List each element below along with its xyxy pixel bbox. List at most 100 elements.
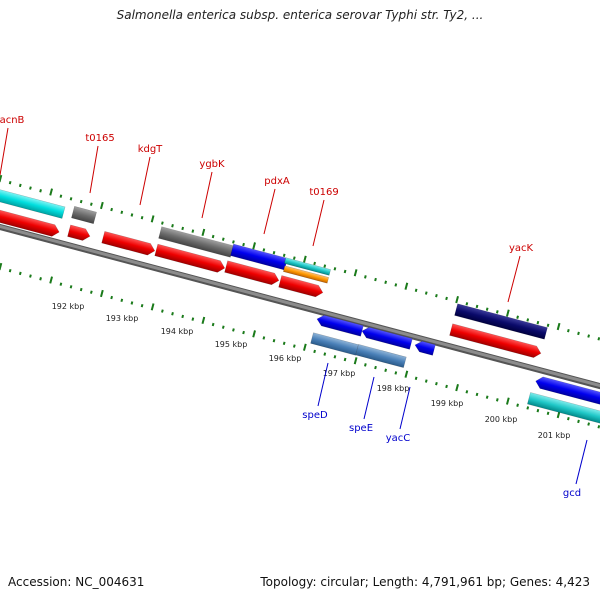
gene-speE-bar (355, 344, 407, 368)
lower-ruler-tick (414, 376, 418, 381)
lower-ruler-tick (424, 379, 428, 383)
gene-label-speE: speE (349, 423, 373, 434)
lower-ruler-tick (384, 368, 388, 372)
gene-yacK-bar (454, 303, 548, 340)
upper-ruler-tick (292, 256, 296, 260)
upper-ruler-tick (526, 318, 530, 322)
upper-ruler-tick (445, 296, 448, 301)
upper-ruler-tick (140, 215, 144, 220)
lower-ruler-tick (242, 330, 245, 335)
gene-label-speD: speD (302, 410, 328, 421)
gene-bar (527, 392, 600, 426)
upper-ruler-tick (475, 304, 479, 309)
upper-ruler-tick (110, 207, 113, 212)
kbp-tick-label: 197 kbp (323, 369, 356, 378)
upper-ruler-tick (161, 221, 164, 225)
lower-ruler-tick (262, 336, 266, 340)
gene-bar (316, 314, 364, 337)
upper-ruler-tick (130, 213, 134, 217)
tick-rows (0, 174, 600, 429)
upper-ruler-tick (232, 240, 235, 244)
lower-ruler-tick (8, 268, 12, 273)
kbp-tick-label: 196 kbp (269, 354, 302, 363)
gene-label-line (363, 376, 375, 420)
gene-label-line (317, 362, 329, 407)
gene-label-t0169: t0169 (309, 187, 338, 198)
upper-ruler-tick (8, 180, 12, 185)
lower-ruler-tick (79, 287, 83, 292)
lower-ruler-tick (292, 344, 296, 348)
lower-ruler-tick (567, 416, 570, 421)
upper-ruler-tick (546, 323, 550, 328)
lower-ruler-tick (161, 309, 164, 313)
lower-ruler-tick (516, 403, 519, 407)
lower-ruler-tick (556, 410, 561, 419)
upper-ruler-tick (59, 194, 63, 198)
gene-bar (0, 207, 60, 237)
gene-label-line (263, 188, 276, 235)
upper-ruler-tick (191, 229, 195, 233)
lower-ruler-tick (445, 384, 448, 389)
lower-ruler-tick (69, 285, 73, 289)
upper-ruler-tick (221, 237, 225, 241)
lower-ruler-tick (252, 330, 256, 338)
kbp-tick-label: 195 kbp (215, 340, 248, 349)
upper-ruler-tick (211, 234, 215, 239)
kbp-tick-label: 198 kbp (377, 384, 410, 393)
upper-ruler-tick (567, 328, 570, 333)
gene-t0169-orange-bar (283, 265, 329, 284)
upper-ruler-tick (0, 174, 3, 183)
reverse-strand-features (310, 314, 600, 426)
lower-ruler-tick (526, 406, 530, 410)
upper-ruler-tick (505, 309, 510, 317)
gene-bar (278, 275, 324, 298)
upper-ruler-tick (100, 201, 104, 210)
kbp-tick-label: 192 kbp (52, 302, 85, 311)
gene-label-ygbK: ygbK (199, 159, 225, 170)
lower-ruler-tick (0, 262, 3, 271)
map-title: Salmonella enterica subsp. enterica sero… (116, 8, 484, 22)
lower-ruler-tick (475, 392, 479, 397)
gene-label-line (575, 439, 588, 485)
gene-speD-bar (310, 332, 359, 356)
upper-ruler-tick (587, 334, 591, 338)
upper-ruler-tick (424, 291, 428, 295)
upper-ruler-tick (89, 202, 93, 206)
kbp-tick-label: 193 kbp (106, 314, 139, 323)
upper-ruler-tick (69, 197, 73, 201)
upper-ruler-tick (343, 269, 347, 274)
gene-bar (67, 224, 91, 241)
gene-yacC-bar (414, 340, 436, 356)
lower-ruler-tick (120, 298, 124, 302)
lower-ruler-tick (546, 411, 550, 416)
upper-ruler-tick (282, 253, 286, 258)
lower-ruler-tick (181, 314, 185, 319)
upper-ruler-tick (536, 320, 540, 325)
upper-ruler-tick (495, 310, 499, 314)
kbp-tick-label: 194 kbp (161, 327, 194, 336)
lower-ruler-tick (394, 371, 398, 375)
upper-ruler-tick (465, 302, 469, 306)
lower-ruler-tick (404, 370, 409, 378)
gene-bar (449, 323, 542, 358)
lower-ruler-tick (211, 322, 215, 327)
gene-bar (361, 326, 413, 350)
lower-ruler-tick (343, 357, 347, 362)
gene-label-line (312, 199, 325, 247)
lower-ruler-tick (577, 419, 580, 424)
gene-t0169-bar (284, 257, 331, 276)
gene-label-line (89, 145, 99, 194)
kbp-tick-label: 199 kbp (431, 399, 464, 408)
upper-ruler-tick (79, 199, 83, 204)
lower-ruler-tick (221, 325, 225, 329)
lower-ruler-tick (39, 277, 42, 281)
lower-ruler-tick (374, 365, 377, 370)
gene-label-yacK: yacK (509, 243, 534, 254)
upper-ruler-tick (242, 242, 245, 247)
lower-ruler-tick (455, 384, 459, 392)
lower-ruler-tick (587, 422, 591, 426)
gene-label-line (139, 156, 151, 206)
kbp-tick-label: 201 kbp (538, 431, 571, 440)
lower-ruler-tick (435, 382, 438, 386)
upper-ruler-tick (252, 242, 256, 250)
